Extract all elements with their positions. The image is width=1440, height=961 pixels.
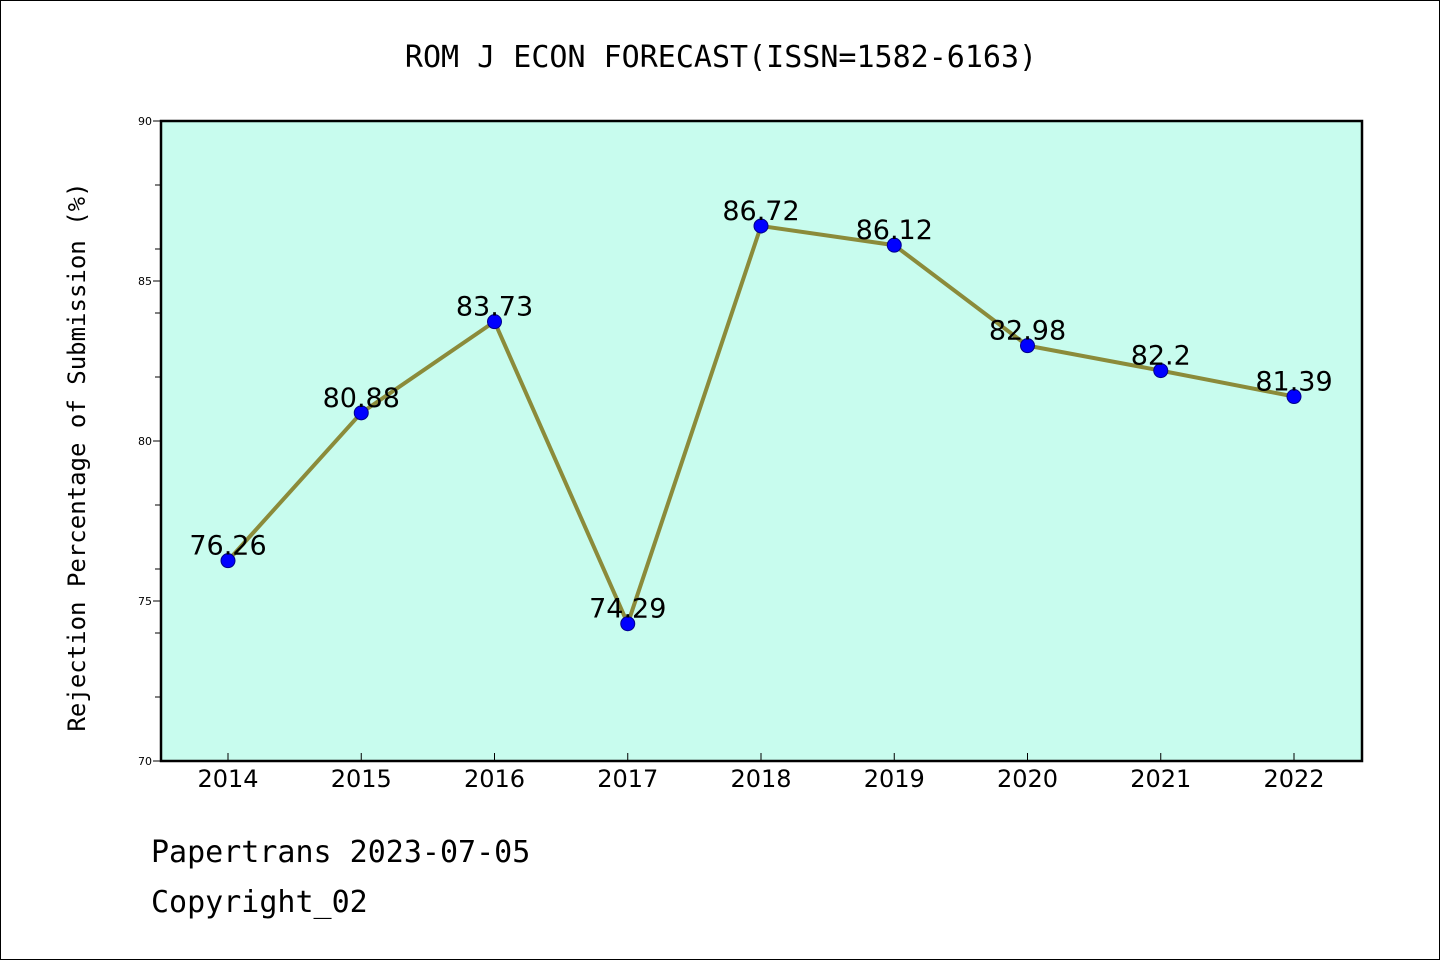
data-point-marker: [753, 218, 769, 234]
data-label: 74.29: [589, 594, 666, 625]
data-label: 86.12: [856, 215, 933, 246]
x-tick-label: 2016: [464, 765, 525, 793]
y-axis-ticks: 70 75 80 85 90: [138, 115, 161, 768]
data-points: [220, 218, 1302, 632]
y-tick-label: 85: [138, 275, 152, 288]
x-axis-ticks: 2014 2015 2016 2017 2018 2019 2020 2021 2022: [197, 753, 1325, 793]
data-point-marker: [1286, 389, 1302, 405]
x-tick-label: 2014: [197, 765, 258, 793]
data-label: 82.2: [1131, 341, 1191, 372]
data-point-marker: [220, 553, 236, 569]
data-label: 86.72: [722, 196, 799, 227]
x-tick-label: 2015: [331, 765, 392, 793]
data-label: 83.73: [456, 292, 533, 323]
x-tick-label: 2020: [997, 765, 1058, 793]
data-point-marker: [353, 405, 369, 421]
footer-copyright: Copyright_02: [151, 885, 368, 920]
data-point-marker: [1153, 363, 1169, 379]
data-point-marker: [1020, 338, 1035, 354]
footer-date: Papertrans 2023-07-05: [151, 835, 531, 870]
y-axis-label: Rejection Percentage of Submission (%): [63, 182, 91, 731]
data-point-marker: [886, 237, 902, 253]
y-tick-label: 90: [138, 115, 152, 128]
y-tick-label: 70: [138, 755, 152, 768]
x-tick-label: 2017: [597, 765, 658, 793]
data-label: 81.39: [1255, 367, 1332, 398]
y-tick-label: 80: [138, 435, 152, 448]
data-label: 80.88: [323, 383, 400, 414]
x-tick-label: 2018: [730, 765, 791, 793]
chart-title: ROM J ECON FORECAST(ISSN=1582-6163): [405, 40, 1037, 75]
y-tick-label: 75: [138, 595, 152, 608]
data-label: 82.98: [989, 316, 1066, 347]
plot-border: [159, 119, 1364, 763]
data-label: 76.26: [189, 531, 266, 562]
data-point-marker: [620, 616, 636, 632]
x-tick-label: 2022: [1263, 765, 1324, 793]
data-labels: 76.26 80.88 83.73 74.29 86.72 86.12 82.98 82.2 8…: [189, 196, 1332, 625]
x-tick-label: 2019: [864, 765, 925, 793]
data-point-marker: [487, 314, 502, 330]
x-tick-label: 2021: [1130, 765, 1191, 793]
